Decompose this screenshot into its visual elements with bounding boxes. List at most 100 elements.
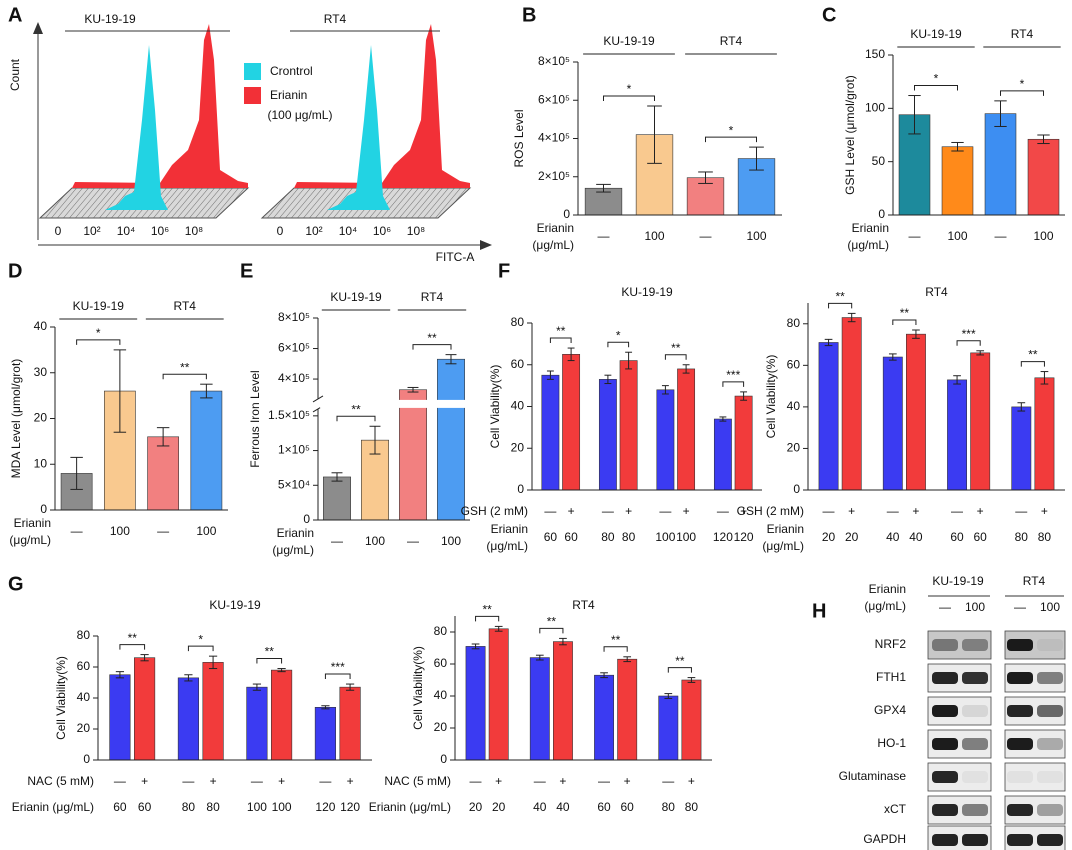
x-tick-label: 60 [950,530,964,544]
x-tick-label: + [688,774,695,788]
y-tick-label: 40 [434,688,448,702]
x-tick-label: + [210,774,217,788]
x-tick-label: 120 [315,800,335,814]
y-tick-label: 30 [34,365,48,379]
significance-bracket [1000,90,1044,96]
band [1007,705,1033,717]
significance-bracket [603,646,628,652]
x-tick-label: — [717,504,729,518]
x-tick-label: 100 [1033,229,1053,243]
bar [941,146,974,216]
row-label: NAC (5 mM) [384,774,451,788]
significance-bracket [722,381,745,387]
error-bar [369,425,381,455]
y-tick-label: 50 [872,154,886,168]
significance-bracket [664,354,687,360]
y-tick-label: 20 [787,441,801,455]
bar [984,113,1017,216]
x-tick-label: 10⁴ [339,224,358,238]
y-tick-label: 60 [511,357,525,371]
band [962,834,988,846]
band [1007,834,1033,846]
x-tick-label: + [624,774,631,788]
row-label: Erianin [537,221,574,235]
y-tick-label: 20 [511,440,525,454]
y-axis-label: Ferrous Iron Level [248,370,262,467]
erianin-histogram [72,24,248,188]
significance-label: *** [962,327,976,341]
y-axis-label: Count [8,58,22,91]
significance-bracket [607,341,630,348]
y-axis-label: Cell Viability(%) [764,355,778,439]
bar [488,628,509,761]
group-label: KU-19-19 [84,12,136,26]
y-tick-label: 8×10⁵ [278,310,310,324]
x-tick-label: 80 [622,530,636,544]
x-tick-label: — [251,774,263,788]
significance-label: ** [556,324,566,338]
x-tick-label: 0 [277,224,284,238]
band [1037,738,1063,750]
significance-bracket [336,415,376,422]
x-tick-label: 60 [564,530,578,544]
significance-label: ** [675,654,685,668]
significance-bracket [324,673,351,680]
bar [202,662,224,761]
band [932,738,958,750]
row-label: Erianin [14,516,51,530]
significance-bracket [256,658,283,664]
row-label: Erianin [869,582,906,596]
significance-bracket [187,645,214,652]
bar [970,352,991,491]
bar [617,658,638,761]
significance-label: *** [726,368,740,382]
error-bar [252,683,262,691]
bar [246,686,268,761]
significance-bracket [705,136,757,143]
x-tick-label: 100 [441,534,461,548]
x-tick-label: — [598,229,610,243]
error-bar [824,338,833,347]
x-tick-label: 40 [533,800,547,814]
y-tick-label: 150 [865,47,885,61]
x-tick-label: — [887,504,899,518]
x-tick-label: 100 [676,530,696,544]
x-tick-label: 10⁴ [117,224,136,238]
error-bar [698,171,713,184]
arrow [33,22,43,34]
bar [562,354,581,491]
x-tick-label: 100 [272,800,292,814]
x-tick-label: — [995,229,1007,243]
significance-label: ** [128,631,138,645]
y-tick-label: 0 [878,207,885,221]
y-tick-label: 20 [434,720,448,734]
band [962,771,988,783]
x-tick-label: 10² [83,224,100,238]
significance-label: ** [180,360,190,374]
error-bar [682,364,690,374]
group-label: RT4 [1011,27,1034,41]
error-bar [600,672,608,679]
error-bar [331,472,343,482]
bar [734,395,753,491]
significance-bracket [667,667,692,673]
chart-title: RT4 [572,598,595,612]
band [962,738,988,750]
error-bar [345,683,355,691]
error-bar [471,643,480,650]
y-tick-label: 1.5×10⁵ [268,408,310,422]
bar [553,641,573,761]
bar [339,686,361,761]
row-label: Erianin (μg/mL) [12,800,94,814]
bar [619,360,638,491]
bar [598,379,617,491]
group-label: KU-19-19 [910,27,962,41]
y-tick-label: 1×10⁵ [278,443,310,457]
x-tick-label: 80 [662,800,676,814]
panel-letter: E [240,260,253,282]
bar [314,706,336,761]
legend-swatch [244,87,261,104]
histograms [38,24,472,219]
significance-label: ** [900,306,910,320]
